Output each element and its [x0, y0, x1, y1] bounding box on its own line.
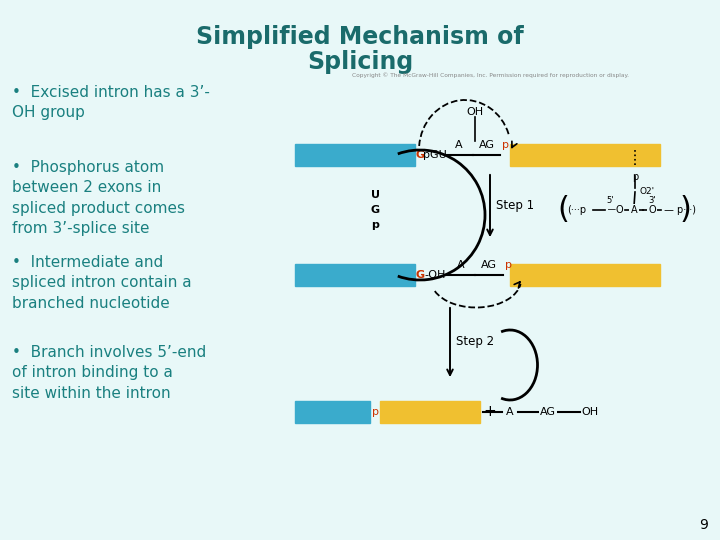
Text: Splicing: Splicing	[307, 50, 413, 74]
Text: O2': O2'	[640, 187, 655, 197]
Text: (: (	[557, 195, 569, 225]
Text: AG: AG	[479, 140, 495, 150]
Text: — p···): — p···)	[661, 205, 696, 215]
Text: OH: OH	[467, 107, 484, 117]
Text: p: p	[502, 140, 509, 150]
Text: 5': 5'	[606, 196, 613, 205]
Text: -OH: -OH	[424, 270, 446, 280]
Bar	[295, 264, 415, 286]
Text: A: A	[631, 205, 637, 215]
Text: •  Intermediate and
spliced intron contain a
branched nucleotide: • Intermediate and spliced intron contai…	[12, 255, 192, 311]
Text: Simplified Mechanism of: Simplified Mechanism of	[196, 25, 524, 49]
Text: p: p	[505, 260, 512, 270]
Text: O: O	[648, 205, 656, 215]
Text: Step 1: Step 1	[496, 199, 534, 213]
Text: (···p: (···p	[567, 205, 586, 215]
Text: A: A	[457, 260, 465, 270]
Text: G: G	[416, 270, 425, 280]
Bar	[380, 401, 480, 423]
Text: OH: OH	[582, 407, 598, 417]
Text: U: U	[371, 190, 379, 200]
Text: 9: 9	[699, 518, 708, 532]
Text: Step 2: Step 2	[456, 335, 494, 348]
Text: +: +	[484, 404, 496, 420]
Text: O: O	[615, 205, 623, 215]
Text: 3': 3'	[648, 196, 656, 205]
Text: pGU: pGU	[423, 150, 446, 160]
Text: A: A	[455, 140, 463, 150]
Text: Copyright © The McGraw-Hill Companies, Inc. Permission required for reproduction: Copyright © The McGraw-Hill Companies, I…	[351, 72, 629, 78]
Text: ): )	[679, 195, 691, 225]
Bar	[510, 144, 660, 166]
Bar	[295, 144, 415, 166]
Text: G: G	[370, 205, 379, 215]
Text: AG: AG	[540, 407, 556, 417]
Bar	[510, 264, 660, 286]
Bar	[295, 401, 370, 423]
Text: AG: AG	[481, 260, 497, 270]
Text: •  Phosphorus atom
between 2 exons in
spliced product comes
from 3’-splice site: • Phosphorus atom between 2 exons in spl…	[12, 160, 185, 236]
Text: G: G	[416, 150, 425, 160]
Text: •  Branch involves 5’-end
of intron binding to a
site within the intron: • Branch involves 5’-end of intron bindi…	[12, 345, 206, 401]
Text: A: A	[506, 407, 514, 417]
Text: p: p	[371, 220, 379, 230]
Text: —: —	[605, 206, 618, 214]
Text: p: p	[632, 172, 638, 182]
Text: p: p	[372, 407, 379, 417]
Text: •  Excised intron has a 3’-
OH group: • Excised intron has a 3’- OH group	[12, 85, 210, 120]
